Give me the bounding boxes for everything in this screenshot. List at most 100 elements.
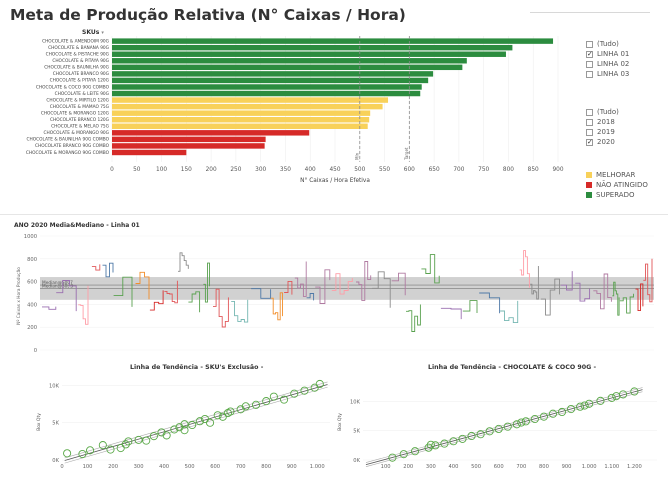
- scatter-point: [280, 395, 289, 404]
- series-line: [500, 300, 519, 324]
- scatter-point: [458, 434, 467, 443]
- series-line: [635, 283, 644, 312]
- series-line: [135, 271, 150, 300]
- bar: [112, 77, 429, 84]
- x-tick-label: 650: [429, 167, 440, 173]
- year-filter-option[interactable]: ✓ 2020: [586, 137, 619, 147]
- sku-label: CHOCOLATE & BAUNILHA 90G COMBO: [27, 137, 110, 143]
- reference-line-label: Mín: [354, 152, 359, 160]
- legend-item[interactable]: MELHORAR: [586, 170, 648, 180]
- sku-label: CHOCOLATE & MIRTILO 120G: [46, 97, 109, 103]
- sku-label: CHOCOLATE & COCO 90G COMBO: [36, 84, 110, 90]
- x-tick-label: 1.200: [627, 464, 642, 470]
- sku-header: SKUs ▾: [82, 29, 104, 36]
- scatter-point: [213, 411, 222, 420]
- checkbox[interactable]: [586, 118, 593, 126]
- legend-label: SUPERADO: [596, 191, 635, 199]
- scatter-point: [205, 418, 215, 427]
- legend-swatch: [586, 182, 592, 188]
- y-tick-label: 1000: [24, 234, 37, 240]
- scatter-point: [585, 399, 594, 408]
- x-tick-label: 300: [255, 167, 266, 173]
- x-tick-label: 900: [562, 464, 572, 470]
- bar: [112, 90, 421, 97]
- series-line: [440, 307, 462, 320]
- checkbox[interactable]: [586, 60, 593, 68]
- scatter-point: [86, 446, 95, 455]
- checkbox[interactable]: [586, 108, 593, 116]
- x-tick-label: 100: [83, 464, 93, 470]
- scatter-point: [576, 402, 585, 411]
- year-filter-option[interactable]: 2019: [586, 127, 619, 137]
- sku-label: CHOCOLATE & AMENDOIM 90G: [42, 38, 109, 44]
- x-tick-label: 300: [134, 464, 144, 470]
- legend-label: NÃO ATINGIDO: [596, 181, 648, 189]
- series-line: [251, 288, 272, 299]
- x-tick-label: 300: [426, 464, 436, 470]
- scatter-point: [106, 445, 115, 454]
- line-filter-option[interactable]: LINHA 02: [586, 59, 629, 69]
- scatter-point: [223, 408, 232, 418]
- trend-left-chart: 10K 5K 0K Box Qty 0 100 200 300 400 500 600 700 800 9…: [36, 379, 330, 470]
- checkbox[interactable]: [586, 70, 593, 78]
- checkbox[interactable]: [586, 40, 593, 48]
- bar: [112, 97, 389, 103]
- x-axis-title: N° Caixas / Hora Efetiva: [300, 178, 370, 184]
- x-tick-label: 200: [403, 464, 413, 470]
- scatter-point: [580, 401, 589, 410]
- bar: [112, 44, 513, 51]
- scatter-point: [539, 412, 548, 421]
- x-tick-label: 850: [528, 167, 539, 173]
- series-line: [619, 293, 634, 314]
- series-line: [56, 280, 77, 312]
- x-tick-label: 400: [449, 464, 459, 470]
- x-tick-label: 600: [210, 464, 220, 470]
- x-tick-label: 900: [287, 464, 297, 470]
- scatter-point: [290, 389, 299, 398]
- scatter-point: [449, 437, 458, 446]
- median-label: Median@S007: [42, 280, 73, 286]
- line-filter-option[interactable]: (Tudo): [586, 39, 629, 49]
- scatter-point: [241, 402, 250, 411]
- y-tick-label: 400: [27, 302, 37, 308]
- legend-item[interactable]: NÃO ATINGIDO: [586, 180, 648, 190]
- scatter-point: [530, 414, 539, 424]
- line-filter-option-label: (Tudo): [597, 40, 619, 48]
- scatter-point: [503, 422, 512, 431]
- scatter-point: [300, 386, 309, 395]
- line-filter-option[interactable]: ✓ LINHA 01: [586, 49, 629, 59]
- scatter-point: [467, 431, 476, 441]
- checkbox[interactable]: [586, 128, 593, 136]
- sku-label: CHOCOLATE & LEITE 90G: [55, 91, 109, 97]
- y-axis-title: Box Qty: [36, 413, 42, 431]
- scatter-point: [63, 449, 72, 458]
- x-tick-label: 150: [181, 167, 192, 173]
- scatter-point: [630, 387, 639, 396]
- y-tick-label: 5K: [353, 429, 360, 435]
- checkbox[interactable]: ✓: [586, 137, 593, 146]
- media-mediano-chart: 1000 800 600 400 200 0 Nº Caixas x Hora Produç…: [16, 234, 654, 354]
- x-tick-label: 200: [108, 464, 118, 470]
- checkbox[interactable]: ✓: [586, 49, 593, 58]
- year-filter-option[interactable]: 2018: [586, 117, 619, 127]
- series-line: [178, 252, 189, 272]
- series-line: [643, 258, 653, 303]
- year-filter-option[interactable]: (Tudo): [586, 107, 619, 117]
- scatter-point: [98, 441, 107, 450]
- y-tick-label: 200: [27, 325, 37, 331]
- scatter-point: [521, 417, 530, 426]
- x-tick-label: 350: [280, 167, 291, 173]
- sort-icon[interactable]: ▾: [101, 30, 104, 36]
- series-line: [540, 278, 560, 316]
- trend-right-chart: 10K 5K 0K Box Qty 100 200 300 400 500 600 700 800 90…: [337, 387, 657, 470]
- scatter-point: [548, 409, 558, 418]
- legend-item[interactable]: SUPERADO: [586, 190, 648, 200]
- scatter-point: [557, 407, 567, 417]
- x-tick-label: 1.100: [604, 464, 619, 470]
- line-filter-option[interactable]: LINHA 03: [586, 69, 629, 79]
- x-tick-label: 700: [236, 464, 246, 470]
- y-tick-label: 0K: [52, 458, 59, 464]
- bar: [112, 58, 467, 64]
- x-tick-label: 250: [230, 167, 241, 173]
